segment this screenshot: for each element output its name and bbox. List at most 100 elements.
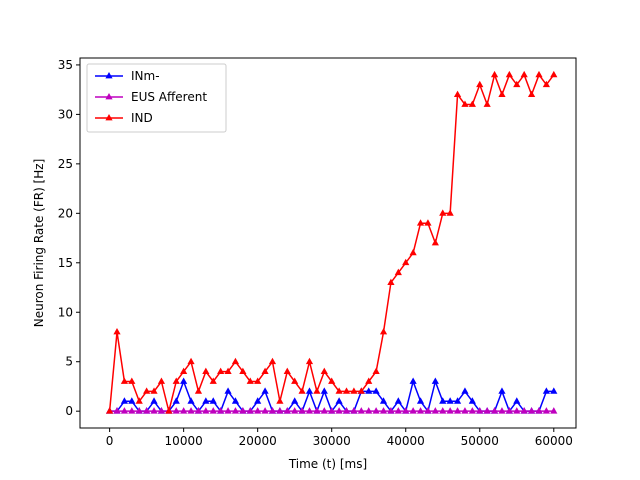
data-point xyxy=(150,407,158,414)
data-point xyxy=(268,357,277,365)
data-point xyxy=(542,407,550,414)
data-point xyxy=(476,80,484,88)
legend-box xyxy=(86,63,227,133)
data-point xyxy=(120,407,129,414)
data-point xyxy=(128,397,136,404)
data-point xyxy=(231,397,240,404)
data-point xyxy=(268,407,277,414)
data-point xyxy=(439,407,447,414)
data-point xyxy=(239,367,247,375)
data-point xyxy=(498,90,506,98)
data-point xyxy=(320,367,328,375)
data-point xyxy=(224,407,232,414)
data-point xyxy=(461,100,469,107)
data-point xyxy=(498,387,506,394)
data-point xyxy=(106,407,114,414)
data-point xyxy=(246,407,254,414)
data-point xyxy=(350,387,358,394)
series-2 xyxy=(106,70,558,414)
data-point xyxy=(394,407,402,414)
data-point xyxy=(468,397,476,404)
x-tick-label: 0 xyxy=(106,434,114,448)
plot-area xyxy=(106,70,558,414)
data-point xyxy=(187,397,195,404)
data-point xyxy=(254,407,262,414)
data-point xyxy=(527,407,536,414)
legend-marker xyxy=(105,114,113,121)
data-point xyxy=(453,397,462,404)
legend-label: INm- xyxy=(131,69,160,83)
y-tick-label: 10 xyxy=(58,305,73,319)
data-point xyxy=(209,397,217,404)
legend-marker xyxy=(105,72,113,79)
data-point xyxy=(128,377,136,384)
data-point xyxy=(194,387,203,394)
x-tick-label: 60000 xyxy=(535,434,573,448)
data-point xyxy=(453,90,462,98)
data-point xyxy=(409,248,417,256)
data-point xyxy=(446,397,454,404)
data-point xyxy=(431,407,439,414)
data-point xyxy=(143,407,151,414)
data-point xyxy=(409,407,417,414)
data-point xyxy=(498,407,506,414)
data-point xyxy=(172,407,180,414)
data-point xyxy=(291,397,299,404)
data-point xyxy=(342,387,351,394)
data-point xyxy=(231,357,240,365)
data-point xyxy=(365,387,373,394)
data-point xyxy=(305,387,314,394)
legend: INm- EUS Afferent IND xyxy=(86,63,227,133)
x-tick-label: 30000 xyxy=(313,434,351,448)
data-point xyxy=(357,387,365,394)
data-point xyxy=(180,377,188,384)
legend-marker xyxy=(105,93,113,100)
data-point xyxy=(520,407,528,414)
data-point xyxy=(446,209,454,216)
data-point xyxy=(224,387,232,394)
axes-frame xyxy=(79,57,577,429)
data-point xyxy=(120,397,129,404)
data-point xyxy=(394,268,402,276)
data-point xyxy=(276,407,284,414)
data-point xyxy=(416,219,425,226)
data-point xyxy=(483,100,491,107)
data-point xyxy=(379,397,388,404)
data-point xyxy=(209,377,217,384)
y-tick-label: 30 xyxy=(58,107,73,121)
data-point xyxy=(209,407,217,414)
data-point xyxy=(261,407,269,414)
y-tick-label: 20 xyxy=(58,206,73,220)
data-point xyxy=(513,397,521,404)
y-tick-label: 15 xyxy=(58,256,73,270)
y-axis-ticks: 0 5 10 15 20 25 30 35 xyxy=(58,58,80,418)
data-point xyxy=(135,397,143,404)
data-point xyxy=(187,407,195,414)
data-point xyxy=(542,80,550,88)
y-tick-label: 0 xyxy=(65,404,73,418)
data-point xyxy=(439,397,447,404)
data-point xyxy=(254,377,262,384)
y-tick-label: 35 xyxy=(58,58,73,72)
data-point xyxy=(468,407,476,414)
data-point xyxy=(424,219,432,226)
data-point xyxy=(342,407,351,414)
data-point xyxy=(365,407,373,414)
data-point xyxy=(328,407,336,414)
data-point xyxy=(350,407,358,414)
data-point xyxy=(365,377,373,384)
data-point xyxy=(542,387,550,394)
data-point xyxy=(320,407,328,414)
data-point xyxy=(379,407,388,414)
data-point xyxy=(387,278,395,285)
data-point xyxy=(453,407,462,414)
data-point xyxy=(335,397,343,404)
data-point xyxy=(283,367,291,375)
data-point xyxy=(291,377,299,384)
legend-item: EUS Afferent xyxy=(95,90,207,104)
data-point xyxy=(402,407,410,414)
data-point xyxy=(172,377,180,384)
data-point xyxy=(165,407,173,414)
data-point xyxy=(305,357,314,365)
